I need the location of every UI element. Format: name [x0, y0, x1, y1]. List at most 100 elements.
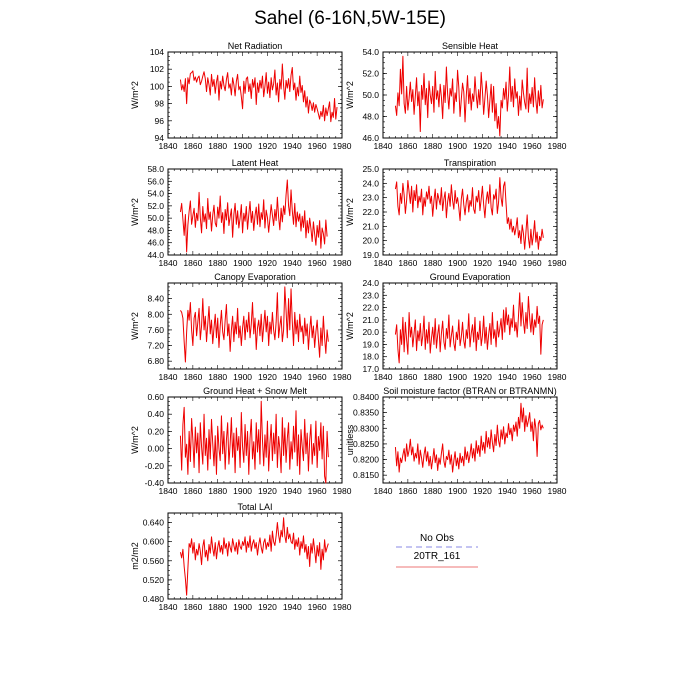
panel-2: Latent Heat W/m^2 1840 1860 1880 1900 1920 1940…	[130, 158, 352, 268]
series-line-20tr-161	[394, 292, 544, 364]
y-tick-label: 21.0	[362, 315, 379, 325]
x-tick-label: 1900	[448, 372, 467, 382]
y-axis-label: W/m^2	[345, 81, 355, 109]
x-tick-label: 1980	[333, 602, 352, 612]
x-tick-label: 1920	[473, 372, 492, 382]
y-tick-label: 46.0	[362, 133, 379, 143]
panel-title: Latent Heat	[232, 158, 279, 168]
x-tick-label: 1880	[208, 258, 227, 268]
x-tick-label: 1860	[398, 372, 417, 382]
x-tick-label: 1860	[183, 141, 202, 151]
x-tick-label: 1840	[374, 486, 393, 496]
x-tick-label: 1840	[374, 141, 393, 151]
y-tick-label: 0.40	[147, 409, 164, 419]
y-tick-label: 6.80	[147, 356, 164, 366]
y-tick-label: 0.560	[143, 556, 165, 566]
y-tick-label: 0.8250	[353, 439, 379, 449]
y-tick-label: 56.0	[147, 176, 164, 186]
x-tick-label: 1860	[183, 486, 202, 496]
y-tick-label: 22.0	[362, 303, 379, 313]
y-tick-label: 0.8200	[353, 455, 379, 465]
plot-frame	[167, 396, 343, 484]
x-tick-label: 1900	[233, 486, 252, 496]
x-tick-label: 1840	[374, 258, 393, 268]
y-tick-label: 0.480	[143, 594, 165, 604]
x-tick-label: 1940	[498, 486, 517, 496]
panel-6: Ground Heat + Snow Melt W/m^2 1840 1860 1880…	[130, 386, 352, 496]
y-tick-label: 8.00	[147, 309, 164, 319]
y-axis-label: W/m^2	[130, 312, 140, 340]
panels-group: Net Radiation W/m^2 1840 1860 1880 1900 1920 19…	[130, 41, 567, 612]
x-tick-label: 1960	[308, 258, 327, 268]
plot-frame	[167, 51, 343, 139]
series-line-20tr-161	[180, 286, 329, 363]
panel-title: Sensible Heat	[442, 41, 499, 51]
y-tick-label: 0.8400	[353, 392, 379, 402]
panel-title: Ground Heat + Snow Melt	[203, 386, 307, 396]
x-tick-label: 1980	[548, 141, 567, 151]
y-tick-label: -0.40	[145, 478, 165, 488]
x-tick-label: 1920	[258, 372, 277, 382]
x-tick-label: 1940	[283, 486, 302, 496]
x-tick-label: 1960	[523, 258, 542, 268]
y-axis-label: W/m^2	[130, 81, 140, 109]
y-tick-label: 20.0	[362, 327, 379, 337]
x-tick-label: 1880	[208, 602, 227, 612]
y-axis-label: W/m^2	[345, 312, 355, 340]
page-title: Sahel (6-16N,5W-15E)	[254, 8, 446, 29]
x-tick-label: 1880	[208, 486, 227, 496]
panel-title: Canopy Evaporation	[214, 272, 296, 282]
x-tick-label: 1900	[233, 372, 252, 382]
y-tick-label: 102	[150, 64, 164, 74]
x-tick-label: 1940	[283, 602, 302, 612]
x-tick-label: 1940	[283, 258, 302, 268]
y-tick-label: 20.0	[362, 236, 379, 246]
x-tick-label: 1840	[159, 258, 178, 268]
x-tick-label: 1860	[183, 372, 202, 382]
y-tick-label: 18.0	[362, 352, 379, 362]
series-line-20tr-161	[394, 177, 544, 250]
x-tick-label: 1960	[308, 372, 327, 382]
y-tick-label: 0.8300	[353, 423, 379, 433]
x-tick-label: 1860	[183, 258, 202, 268]
y-tick-label: 0.8350	[353, 408, 379, 418]
x-tick-label: 1920	[258, 141, 277, 151]
panel-5: Ground Evaporation W/m^2 1840 1860 1880 1900 1…	[345, 272, 567, 382]
y-tick-label: 50.0	[362, 90, 379, 100]
y-tick-label: 54.0	[362, 47, 379, 57]
y-tick-label: -0.20	[145, 461, 165, 471]
y-tick-label: 98	[155, 99, 165, 109]
x-tick-label: 1980	[333, 258, 352, 268]
y-axis-label: W/m^2	[130, 198, 140, 226]
y-tick-label: 0.640	[143, 518, 165, 528]
x-tick-label: 1960	[308, 141, 327, 151]
plot-frame	[382, 396, 558, 484]
series-line-20tr-161	[394, 402, 544, 473]
y-tick-label: 7.20	[147, 341, 164, 351]
y-tick-label: 21.0	[362, 221, 379, 231]
series-line-20tr-161	[179, 179, 328, 253]
x-tick-label: 1880	[423, 258, 442, 268]
y-tick-label: 0.600	[143, 537, 165, 547]
x-tick-label: 1980	[333, 141, 352, 151]
x-tick-label: 1900	[233, 602, 252, 612]
y-tick-label: 23.0	[362, 290, 379, 300]
y-tick-label: 22.0	[362, 207, 379, 217]
y-tick-label: 48.0	[362, 112, 379, 122]
x-tick-label: 1960	[308, 602, 327, 612]
y-tick-label: 46.0	[147, 238, 164, 248]
series-line-20tr-161	[179, 63, 338, 123]
x-tick-label: 1960	[308, 486, 327, 496]
y-tick-label: 50.0	[147, 213, 164, 223]
x-tick-label: 1880	[423, 486, 442, 496]
panel-title: Ground Evaporation	[430, 272, 511, 282]
x-tick-label: 1920	[473, 258, 492, 268]
legend: No Obs 20TR_161	[396, 533, 478, 568]
panel-8: Total LAI m2/m2 1840 1860 1880 1900 1920 1940 19…	[130, 502, 352, 612]
panel-3: Transpiration W/m^2 1840 1860 1880 1900 1920 19…	[345, 158, 567, 268]
x-tick-label: 1840	[374, 372, 393, 382]
panel-7: Soil moisture factor (BTRAN or BTRANMN) u…	[345, 386, 567, 496]
x-tick-label: 1920	[258, 602, 277, 612]
x-tick-label: 1960	[523, 372, 542, 382]
x-tick-label: 1920	[258, 486, 277, 496]
